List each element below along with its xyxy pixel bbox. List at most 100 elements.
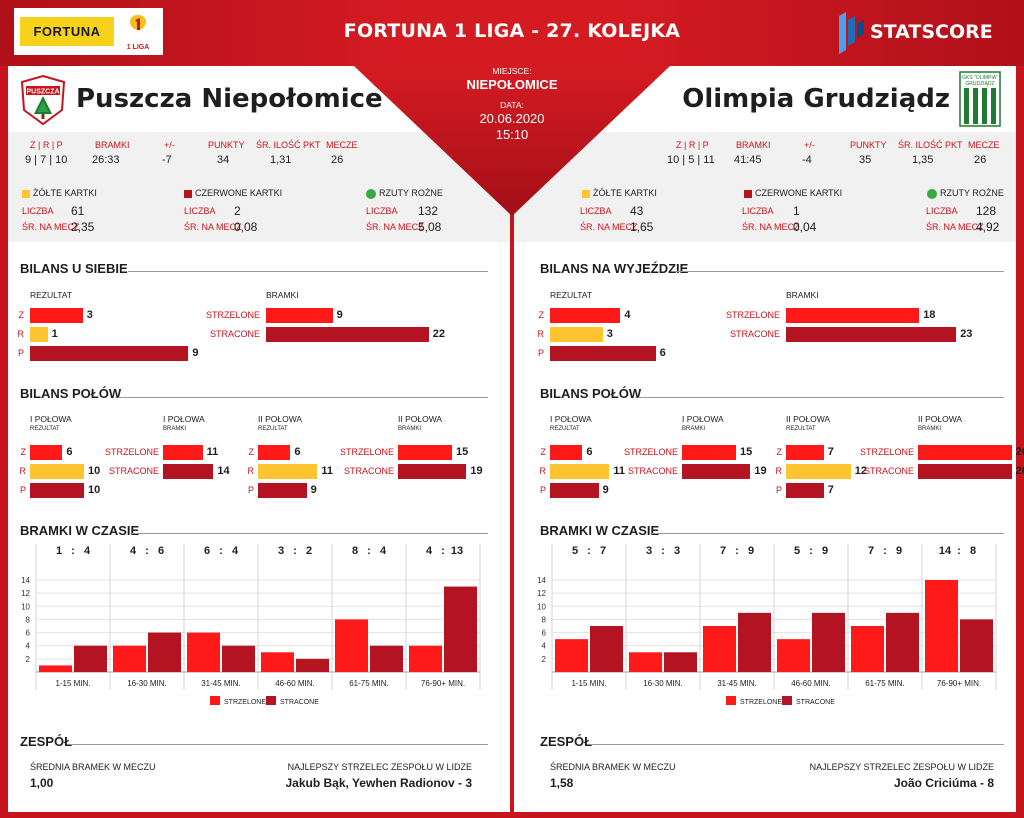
half-goals-label-conceded: STRACONE xyxy=(343,466,394,476)
y-tick-label: 12 xyxy=(537,589,546,598)
red-card-icon xyxy=(184,190,192,198)
away-stats: Z | R | P 10 | 5 | 11 BRAMKI 41:45 +/- -… xyxy=(514,132,1016,242)
away-panel: Olimpia Grudziądz GKS "OLIMPIA" GRUDZIĄD… xyxy=(514,66,1024,812)
avg-goals-value: 1,00 xyxy=(30,776,54,790)
score-scored: 7 xyxy=(868,545,874,557)
result-value-z: 3 xyxy=(86,309,93,321)
half-result-bar-r xyxy=(550,464,610,479)
bar-conceded xyxy=(296,658,329,672)
goals-value-conceded: 23 xyxy=(960,328,973,340)
bar-scored xyxy=(925,580,958,672)
score-conceded: 8 xyxy=(970,545,976,557)
legend-swatch-conceded xyxy=(782,696,792,705)
bar-scored xyxy=(39,665,72,672)
half-goals-value-scored: 15 xyxy=(456,446,469,458)
score-colon: : xyxy=(145,545,149,557)
points-label: PUNKTY xyxy=(850,140,887,150)
half-result-value-p: 7 xyxy=(827,484,834,496)
svg-text:GRUDZIĄDZ: GRUDZIĄDZ xyxy=(965,81,994,87)
half-subheading: BRAMKI xyxy=(682,426,706,432)
half-heading: II POŁOWA xyxy=(398,414,443,424)
goals-row-label-scored: STRZELONE xyxy=(725,310,780,320)
result-value-z: 4 xyxy=(624,309,631,321)
y-tick-label: 6 xyxy=(542,629,547,638)
yellow-count: 61 xyxy=(71,204,85,218)
half-result-value-p: 9 xyxy=(310,484,317,496)
half-subheading: BRAMKI xyxy=(398,426,422,432)
y-tick-label: 4 xyxy=(542,642,547,651)
half-row-label-p: P xyxy=(775,485,782,495)
zrp-label: Z | R | P xyxy=(676,140,709,150)
legend-label-conceded: STRACONE xyxy=(280,699,319,706)
per-match-label: ŚR. NA MECZ xyxy=(366,222,424,232)
score-conceded: 3 xyxy=(674,545,680,557)
top-scorer-value: João Criciúma - 8 xyxy=(893,776,994,790)
svg-text:PUSZCZA: PUSZCZA xyxy=(26,89,59,96)
bar-conceded xyxy=(222,645,255,672)
matches-value: 26 xyxy=(974,154,987,166)
y-tick-label: 2 xyxy=(542,655,547,664)
result-bar-z xyxy=(30,308,83,323)
half-result-bar-p xyxy=(550,483,599,498)
section-line xyxy=(70,744,488,745)
half-goals-label-conceded: STRACONE xyxy=(108,466,159,476)
half-result-value-r: 11 xyxy=(613,465,626,477)
red-label: CZERWONE KARTKI xyxy=(755,188,843,198)
score-colon: : xyxy=(883,545,887,557)
away-team-name: Olimpia Grudziądz xyxy=(682,84,950,114)
bar-scored xyxy=(851,626,884,672)
goals-bar-scored xyxy=(266,308,333,323)
half-goals-bar-scored xyxy=(398,445,452,460)
half-goals-bar-conceded xyxy=(918,464,1012,479)
half-goals-bar-scored xyxy=(682,445,736,460)
score-colon: : xyxy=(957,545,961,557)
time-title: BRAMKI W CZASIE xyxy=(20,523,140,538)
zrp-value: 10 | 5 | 11 xyxy=(667,154,715,166)
score-colon: : xyxy=(71,545,75,557)
bar-scored xyxy=(187,632,220,672)
half-goals-bar-conceded xyxy=(163,464,214,479)
half-result-value-r: 11 xyxy=(321,465,334,477)
team-title: ZESPÓŁ xyxy=(540,734,593,749)
zrp-value: 9 | 7 | 10 xyxy=(25,154,68,166)
score-colon: : xyxy=(587,545,591,557)
score-scored: 5 xyxy=(794,545,800,557)
half-goals-value-scored: 15 xyxy=(740,446,753,458)
y-tick-label: 8 xyxy=(26,615,31,624)
home-stats: Z | R | P 9 | 7 | 10 BRAMKI 26:33 +/- -7… xyxy=(8,132,510,242)
half-result-value-p: 10 xyxy=(88,484,101,496)
result-value-p: 6 xyxy=(659,347,666,359)
y-tick-label: 14 xyxy=(21,576,30,585)
venue-title: BILANS U SIEBIE xyxy=(20,261,128,276)
x-tick-label: 61-75 MIN. xyxy=(865,679,905,688)
half-heading: I POŁOWA xyxy=(30,414,72,424)
half-row-label-p: P xyxy=(19,485,26,495)
score-conceded: 9 xyxy=(748,545,754,557)
half-result-bar-z xyxy=(786,445,824,460)
corner-avg: 4,92 xyxy=(976,220,1000,234)
page-title: FORTUNA 1 LIGA - 27. KOLEJKA xyxy=(343,20,681,42)
red-count: 1 xyxy=(793,204,800,218)
result-bar-r xyxy=(30,327,48,342)
home-panel: PUSZCZA Puszcza Niepołomice Z | R | P 9 … xyxy=(8,66,510,812)
half-heading: II POŁOWA xyxy=(258,414,303,424)
score-colon: : xyxy=(661,545,665,557)
yellow-avg: 2,35 xyxy=(71,220,95,234)
half-goals-value-conceded: 19 xyxy=(754,465,767,477)
diff-value: -7 xyxy=(162,154,172,166)
half-subheading: BRAMKI xyxy=(163,426,187,432)
bar-conceded xyxy=(148,632,181,672)
half-subheading: REZULTAT xyxy=(258,426,288,432)
half-goals-label-scored: STRZELONE xyxy=(623,447,678,457)
red-avg: 0,08 xyxy=(234,220,258,234)
section-line xyxy=(132,533,488,534)
goals-bar-scored xyxy=(786,308,920,323)
goals-value-scored: 18 xyxy=(923,309,936,321)
half-goals-bar-scored xyxy=(163,445,203,460)
half-row-label-z: Z xyxy=(540,447,547,457)
section-line xyxy=(590,744,1004,745)
avg-pts-value: 1,35 xyxy=(912,154,934,166)
panel-divider xyxy=(512,216,513,812)
per-match-label: ŚR. NA MECZ xyxy=(22,222,80,232)
